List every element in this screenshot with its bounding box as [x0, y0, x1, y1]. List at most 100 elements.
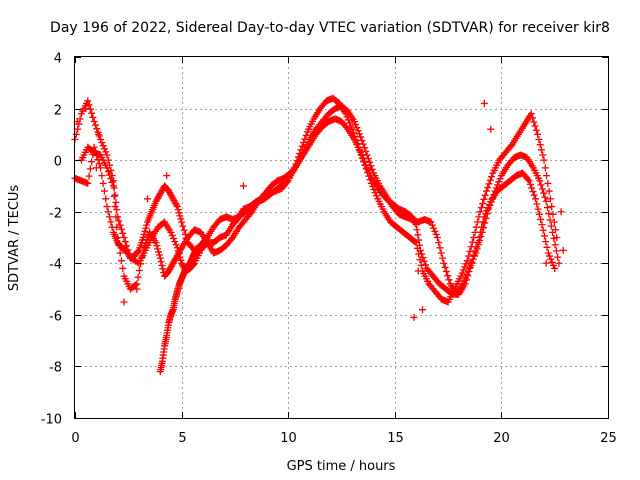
data-point: [95, 160, 103, 168]
data-point: [368, 174, 376, 182]
data-point: [390, 221, 398, 229]
data-point: [156, 254, 164, 262]
data-point: [414, 231, 422, 239]
data-point: [418, 250, 426, 258]
data-point: [530, 118, 538, 126]
data-point: [445, 276, 453, 284]
data-point: [93, 125, 101, 133]
data-point: [172, 199, 180, 207]
data-point: [541, 193, 549, 201]
data-point: [506, 144, 514, 152]
data-point: [188, 243, 196, 251]
data-point: [420, 257, 428, 265]
data-point: [143, 195, 151, 203]
data-point: [175, 209, 183, 217]
data-point: [427, 269, 435, 277]
data-point: [106, 171, 114, 179]
y-tick-label: -6: [49, 310, 62, 325]
data-point: [543, 172, 551, 180]
data-point: [546, 195, 554, 203]
data-point: [138, 253, 146, 261]
data-point: [99, 179, 107, 187]
data-point: [113, 223, 121, 231]
data-point: [477, 228, 485, 236]
data-point: [439, 283, 447, 291]
data-point: [411, 238, 419, 246]
data-point: [349, 133, 357, 141]
data-point: [534, 205, 542, 213]
data-point: [459, 266, 467, 274]
data-point: [245, 211, 253, 219]
data-point: [435, 292, 443, 300]
data-point: [98, 139, 106, 147]
data-point: [133, 248, 141, 256]
y-tick-label: -4: [49, 258, 62, 273]
data-point: [508, 157, 516, 165]
y-tick-label: -10: [41, 413, 62, 428]
data-point: [169, 307, 177, 315]
data-point: [100, 187, 108, 195]
data-point: [111, 203, 119, 211]
data-point: [484, 204, 492, 212]
data-point: [550, 235, 558, 243]
data-point: [97, 136, 105, 144]
data-point: [534, 174, 542, 182]
data-point: [415, 236, 423, 244]
data-point: [173, 289, 181, 297]
data-point: [353, 124, 361, 132]
data-point: [298, 142, 306, 150]
data-point: [380, 192, 388, 200]
x-axis-label: GPS time / hours: [287, 459, 396, 474]
data-point: [171, 297, 179, 305]
data-point: [354, 127, 362, 135]
data-point: [411, 219, 419, 227]
data-point: [208, 225, 216, 233]
data-point: [164, 321, 172, 329]
data-point: [114, 234, 122, 241]
data-point: [431, 227, 439, 235]
data-point: [545, 210, 553, 218]
data-point: [277, 181, 285, 189]
data-points: [71, 94, 567, 376]
data-point: [559, 246, 567, 254]
data-point: [551, 241, 559, 249]
data-point: [166, 226, 174, 234]
data-point: [169, 235, 177, 243]
data-point: [333, 97, 341, 105]
data-point: [143, 221, 151, 229]
data-point: [220, 243, 228, 251]
data-point: [544, 179, 552, 187]
data-point: [85, 172, 93, 180]
data-point: [133, 285, 141, 293]
x-tick-labels: 0 5 10 15 20 25: [71, 431, 616, 446]
data-point: [302, 131, 310, 139]
data-point: [436, 244, 444, 252]
data-point: [485, 180, 493, 188]
data-point: [352, 121, 360, 129]
data-point: [466, 263, 474, 271]
data-point: [539, 226, 547, 234]
data-point: [115, 217, 123, 225]
data-point: [547, 222, 555, 230]
data-point: [86, 165, 94, 173]
data-point: [526, 180, 534, 188]
data-point: [177, 256, 185, 264]
data-point: [72, 130, 80, 138]
data-point: [483, 207, 491, 215]
data-point: [103, 203, 111, 211]
data-point: [520, 122, 528, 130]
data-point: [154, 245, 162, 253]
x-tick-label: 10: [280, 431, 297, 446]
data-point: [537, 215, 545, 223]
data-point: [160, 345, 168, 353]
data-point: [234, 225, 242, 233]
data-point: [433, 234, 441, 241]
data-point: [227, 235, 235, 243]
data-point: [499, 152, 507, 160]
data-point: [478, 223, 486, 231]
data-point: [132, 281, 140, 289]
data-point: [503, 163, 511, 171]
data-point: [117, 257, 125, 265]
data-point: [155, 248, 163, 256]
data-point: [180, 226, 188, 234]
